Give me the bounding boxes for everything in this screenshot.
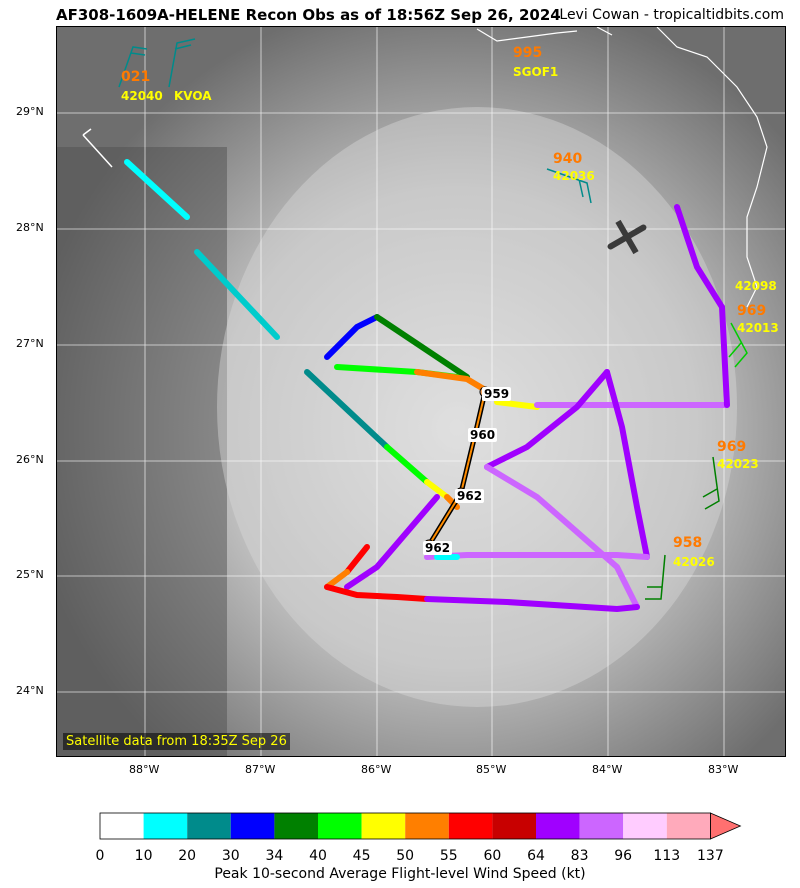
colorbar bbox=[99, 812, 742, 840]
aircraft-icon bbox=[607, 219, 647, 255]
lat-tick: 29°N bbox=[16, 105, 44, 118]
station-barbs bbox=[82, 38, 748, 600]
colorbar-segment bbox=[187, 813, 231, 839]
colorbar-segment bbox=[405, 813, 449, 839]
station-42098: 42098 bbox=[735, 279, 777, 293]
lat-tick: 26°N bbox=[16, 453, 44, 466]
lon-tick: 83°W bbox=[708, 763, 739, 776]
colorbar-tick-label: 0 bbox=[95, 848, 105, 864]
station-kvoa: KVOA bbox=[174, 89, 212, 103]
colorbar-tick-label: 20 bbox=[178, 848, 197, 864]
colorbar-tick-label: 96 bbox=[614, 848, 633, 864]
colorbar-tick-label: 137 bbox=[697, 848, 724, 864]
lat-tick: 24°N bbox=[16, 684, 44, 697]
center-fix-label: 962 bbox=[423, 541, 453, 555]
colorbar-segment bbox=[492, 813, 536, 839]
colorbar-segment bbox=[666, 813, 711, 839]
map-canvas bbox=[57, 27, 785, 756]
colorbar-segment bbox=[448, 813, 493, 839]
lat-tick: 27°N bbox=[16, 337, 44, 350]
chart-title: AF308-1609A-HELENE Recon Obs as of 18:56… bbox=[56, 6, 561, 24]
colorbar-extend-arrow bbox=[710, 812, 742, 840]
colorbar-segment bbox=[536, 813, 580, 839]
colorbar-tick-label: 113 bbox=[653, 848, 681, 864]
station-42023: 969 42023 bbox=[717, 439, 759, 471]
colorbar-tick-label: 64 bbox=[527, 848, 545, 864]
colorbar-segment bbox=[579, 813, 624, 839]
colorbar-tick-label: 60 bbox=[483, 848, 502, 864]
colorbar-segment bbox=[274, 813, 318, 839]
center-fix-label: 959 bbox=[482, 387, 512, 401]
flight-track bbox=[124, 159, 730, 613]
colorbar-tick-label: 30 bbox=[221, 848, 240, 864]
center-fix-label: 960 bbox=[468, 428, 498, 442]
lon-tick: 87°W bbox=[245, 763, 276, 776]
satellite-note: Satellite data from 18:35Z Sep 26 bbox=[63, 733, 290, 750]
colorbar-tick-label: 55 bbox=[439, 848, 458, 864]
coastline bbox=[476, 27, 768, 308]
lon-tick: 85°W bbox=[476, 763, 507, 776]
colorbar-segment bbox=[230, 813, 275, 839]
lat-tick: 28°N bbox=[16, 221, 44, 234]
lat-tick: 25°N bbox=[16, 568, 44, 581]
colorbar-segment bbox=[361, 813, 406, 839]
lon-tick: 86°W bbox=[361, 763, 392, 776]
colorbar-title: Peak 10-second Average Flight-level Wind… bbox=[214, 866, 586, 882]
lon-tick: 84°W bbox=[592, 763, 623, 776]
station-42013: 969 42013 bbox=[737, 303, 779, 335]
lon-tick: 88°W bbox=[129, 763, 160, 776]
colorbar-tick-label: 10 bbox=[134, 848, 153, 864]
station-sgof1: 995 SGOF1 bbox=[513, 45, 559, 79]
credit-text: Levi Cowan - tropicaltidbits.com bbox=[559, 7, 784, 23]
colorbar-segment bbox=[318, 813, 362, 839]
colorbar-tick-label: 40 bbox=[309, 848, 327, 864]
colorbar-tick-label: 83 bbox=[570, 848, 589, 864]
colorbar-outline bbox=[99, 812, 711, 840]
colorbar-tick-label: 34 bbox=[265, 848, 284, 864]
station-42036: 940 42036 bbox=[553, 151, 595, 183]
dark-region-west bbox=[57, 147, 227, 756]
map-panel[interactable]: 021 42040 KVOA 995 SGOF1 940 42036 42098… bbox=[56, 26, 786, 757]
station-42026: 958 42026 bbox=[673, 535, 715, 569]
center-fix-label: 962 bbox=[455, 489, 485, 503]
station-42040: 021 42040 bbox=[121, 69, 163, 103]
colorbar-tick-label: 45 bbox=[352, 848, 371, 864]
colorbar-segment bbox=[143, 813, 188, 839]
colorbar-segment bbox=[100, 813, 144, 839]
colorbar-segment bbox=[623, 813, 667, 839]
colorbar-tick-label: 50 bbox=[396, 848, 415, 864]
